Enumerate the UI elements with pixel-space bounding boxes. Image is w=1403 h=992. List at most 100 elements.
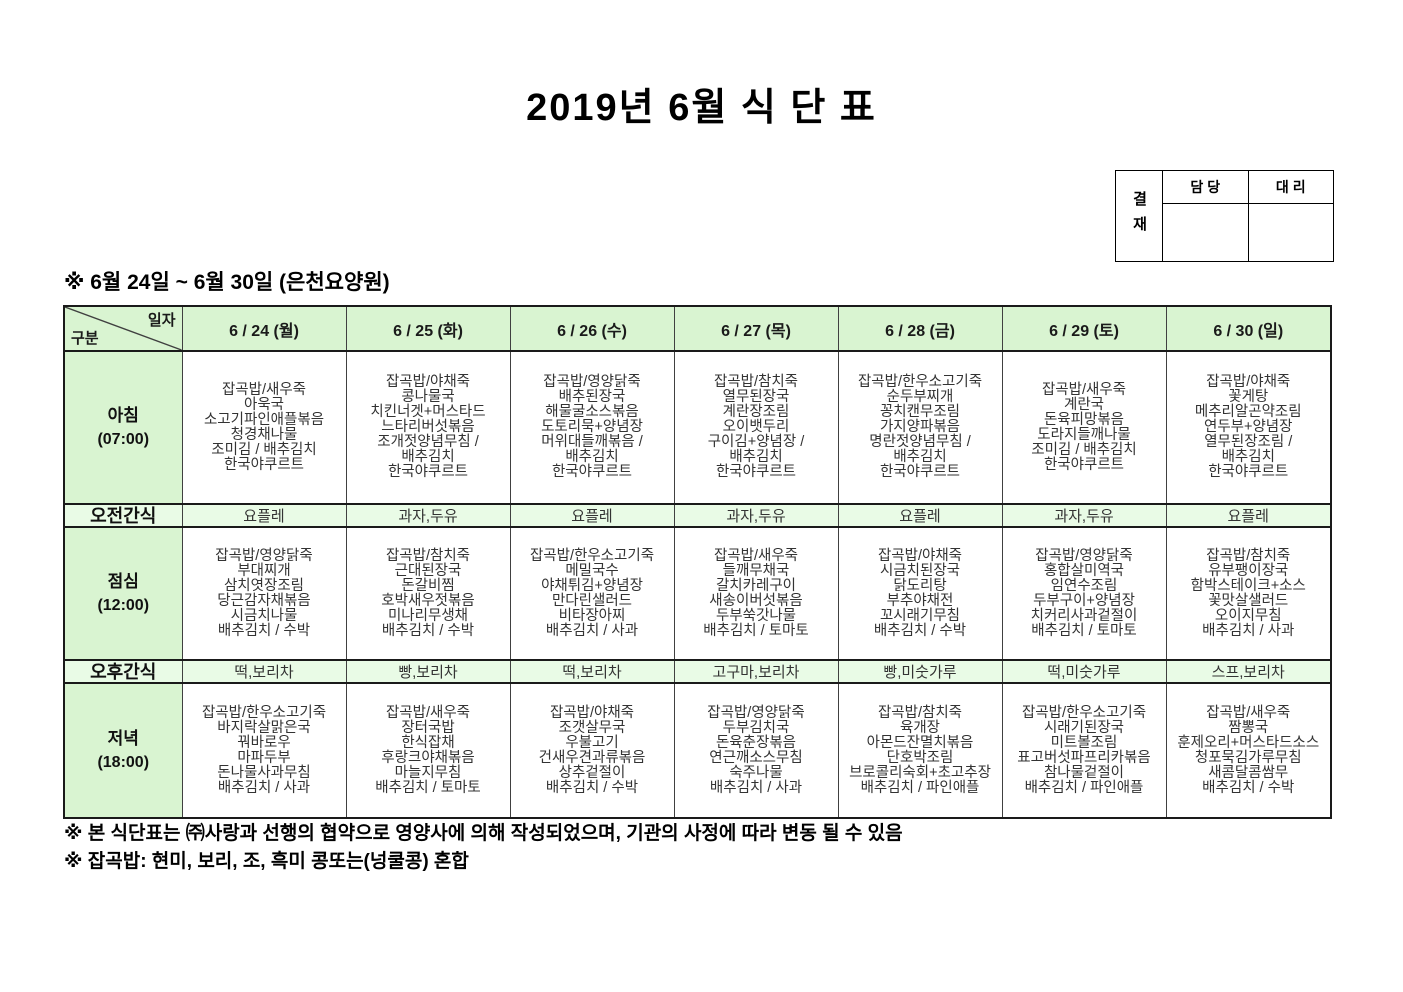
menu-item: 만다린샐러드 — [551, 592, 633, 609]
menu-item: 육개장 — [899, 719, 941, 736]
header-row: 일자 구분 6 / 24 (월) 6 / 25 (화) 6 / 26 (수) 6 / 27… — [63, 305, 1332, 352]
menu-item: 마늘지무침 — [394, 764, 462, 781]
menu-item: 우불고기 — [565, 734, 619, 751]
menu-item: 꼬시래기무침 — [879, 607, 961, 624]
menu-item: 잡곡밥/영양닭죽 — [707, 704, 805, 721]
menu-item: 돈갈비찜 — [401, 577, 455, 594]
menu-item: 갈치카레구이 — [715, 577, 797, 594]
snack-cell-day2: 요플레 — [509, 503, 675, 528]
menu-item: 한국야쿠르트 — [715, 464, 797, 480]
menu-item: 시래기된장국 — [1043, 719, 1125, 736]
menu-lines: 잡곡밥/새우죽 장터국밥 한식잡채 후랑크야채볶음 마늘지무침 배추김치 / 토마토 — [347, 704, 509, 796]
menu-item: 한국야쿠르트 — [1208, 464, 1289, 480]
menu-item: 오이지무침 — [1214, 607, 1282, 624]
menu-item: 잡곡밥/새우죽 — [1041, 381, 1127, 398]
day-header-6: 6 / 30 (일) — [1165, 305, 1332, 352]
menu-item: 열무된장국 — [722, 389, 790, 405]
menu-item: 잡곡밥/야채죽 — [1206, 374, 1291, 390]
menu-item: 한국야쿠르트 — [879, 464, 961, 480]
menu-lines: 잡곡밥/한우소고기죽 시래기된장국 미트볼조림 표고버섯파프리카볶음 참나물겉절이 배추김… — [1003, 705, 1165, 796]
menu-item: 구이김+양념장 / — [707, 434, 805, 450]
menu-item: 돈육춘장볶음 — [715, 734, 797, 751]
snack-cell-day4: 빵,미숫가루 — [837, 659, 1003, 684]
row-오후간식: 오후간식 떡,보리차 빵,보리차 떡,보리차 고구마,보리차 빵,미숫가루 떡,미숫가루 스프… — [63, 659, 1332, 684]
menu-item: 잡곡밥/새우죽 — [1206, 704, 1291, 721]
menu-lines: 잡곡밥/영양닭죽 홍합살미역국 임연수조림 두부구이+양념장 치커리사과겉절이 배추김치 … — [1003, 547, 1165, 639]
menu-table: 일자 구분 6 / 24 (월) 6 / 25 (화) 6 / 26 (수) 6 / 27… — [63, 305, 1332, 819]
approval-header-row: 담 당 대 리 — [1163, 171, 1333, 204]
menu-table-head: 일자 구분 6 / 24 (월) 6 / 25 (화) 6 / 26 (수) 6 / 27… — [63, 305, 1332, 352]
row-저녁: 저녁 (18:00) 잡곡밥/한우소고기죽 바지락살맑은국 꿔바로우 마파두부 돈나물사과무… — [63, 682, 1332, 819]
row-label: 점심 (12:00) — [63, 526, 183, 661]
footnote-grain: ※ 잡곡밥: 현미, 보리, 조, 흑미 콩또는(넝쿨콩) 혼합 — [64, 851, 469, 872]
menu-item: 숙주나물 — [729, 764, 783, 781]
menu-item: 임연수조림 — [1050, 577, 1118, 594]
menu-lines: 잡곡밥/한우소고기죽 메밀국수 야채튀김+양념장 만다린샐러드 비타장아찌 배추김치 / … — [511, 548, 673, 639]
menu-cell-day0: 잡곡밥/한우소고기죽 바지락살맑은국 꿔바로우 마파두부 돈나물사과무침 배추김치 / 사… — [181, 682, 347, 819]
menu-item: 잡곡밥/참치죽 — [385, 547, 471, 564]
menu-item: 콩나물국 — [401, 389, 455, 405]
menu-item: 잡곡밥/영양닭죽 — [543, 374, 641, 390]
menu-item: 잡곡밥/새우죽 — [221, 381, 307, 398]
menu-item: 당근감자채볶음 — [217, 592, 311, 609]
menu-item: 훈제오리+머스타드소스 — [1177, 734, 1320, 751]
menu-cell-day1: 잡곡밥/새우죽 장터국밥 한식잡채 후랑크야채볶음 마늘지무침 배추김치 / 토마토 — [345, 682, 511, 819]
menu-lines: 잡곡밥/영양닭죽 두부김치국 돈육춘장볶음 연근깨소스무침 숙주나물 배추김치 / 사과 — [675, 704, 837, 796]
menu-lines: 잡곡밥/새우죽 계란국 돈육피망볶음 도라지들깨나물 조미김 / 배추김치 한국야쿠르트 — [1003, 381, 1165, 473]
menu-item: 아몬드잔멸치볶음 — [866, 734, 974, 751]
menu-lines: 잡곡밥/야채죽 시금치된장국 닭도리탕 부추야채전 꼬시래기무침 배추김치 / 수박 — [839, 548, 1001, 639]
menu-item: 오이뱃두리 — [722, 419, 790, 435]
menu-item: 잡곡밥/참치죽 — [713, 374, 799, 390]
menu-cell-day3: 잡곡밥/참치죽 열무된장국 계란장조림 오이뱃두리 구이김+양념장 / 배추김치 한국야쿠르… — [673, 350, 839, 505]
page-title: 2019년 6월 식 단 표 — [526, 87, 877, 129]
menu-item: 배추김치 / 토마토 — [703, 622, 809, 639]
menu-item: 장터국밥 — [401, 719, 455, 736]
menu-item: 새콤달콤쌈무 — [1208, 764, 1289, 781]
menu-item: 부대찌개 — [237, 562, 291, 579]
menu-item: 배추김치 / 파인애플 — [1024, 779, 1144, 796]
menu-item: 단호박조림 — [886, 749, 954, 766]
menu-item: 잡곡밥/새우죽 — [385, 704, 471, 721]
menu-lines: 잡곡밥/참치죽 육개장 아몬드잔멸치볶음 단호박조림 브로콜리숙회+초고추장 배추김치 /… — [839, 704, 1001, 796]
menu-lines: 잡곡밥/야채죽 조갯살무국 우불고기 건새우견과류볶음 상추겉절이 배추김치 / 수박 — [511, 705, 673, 796]
menu-item: 연두부+양념장 — [1203, 419, 1293, 435]
menu-item: 잡곡밥/영양닭죽 — [1035, 547, 1133, 564]
corner-cell: 일자 구분 — [63, 305, 183, 352]
menu-item: 한국야쿠르트 — [551, 464, 633, 480]
meal-name: 아침 — [107, 405, 139, 425]
menu-item: 배추김치 — [1221, 449, 1275, 465]
diagonal-divider — [65, 307, 181, 349]
menu-cell-day5: 잡곡밥/한우소고기죽 시래기된장국 미트볼조림 표고버섯파프리카볶음 참나물겉절이 배추김… — [1001, 682, 1167, 819]
menu-item: 잡곡밥/참치죽 — [877, 704, 963, 721]
menu-item: 잡곡밥/참치죽 — [1206, 547, 1291, 564]
menu-item: 돈육피망볶음 — [1043, 411, 1125, 428]
snack-cell-day6: 스프,보리차 — [1165, 659, 1332, 684]
menu-item: 건새우견과류볶음 — [538, 749, 646, 766]
approval-signature-row — [1163, 204, 1333, 261]
snack-cell-day4: 요플레 — [837, 503, 1003, 528]
menu-item: 아욱국 — [243, 396, 285, 413]
menu-lines: 잡곡밥/새우죽 짬뽕국 훈제오리+머스타드소스 청포묵김가루무침 새콤달콤쌈무 배추김치 … — [1167, 704, 1330, 796]
menu-lines: 잡곡밥/새우죽 아욱국 소고기파인애플볶음 청경채나물 조미김 / 배추김치 한국야쿠르트 — [183, 381, 345, 473]
day-header-3: 6 / 27 (목) — [673, 305, 839, 352]
day-header-0: 6 / 24 (월) — [181, 305, 347, 352]
day-header-5: 6 / 29 (토) — [1001, 305, 1167, 352]
menu-item: 도라지들깨나물 — [1037, 426, 1131, 443]
menu-cell-day1: 잡곡밥/야채죽 콩나물국 치킨너겟+머스타드 느타리버섯볶음 조개젓양념무침 / 배추김치… — [345, 350, 511, 505]
menu-cell-day3: 잡곡밥/새우죽 들깨무채국 갈치카레구이 새송이버섯볶음 두부쑥갓나물 배추김치 / 토마… — [673, 526, 839, 661]
menu-item: 배추김치 / 사과 — [217, 779, 311, 796]
menu-item: 배추김치 — [893, 449, 947, 465]
menu-item: 배추김치 / 수박 — [1202, 779, 1295, 796]
menu-lines: 잡곡밥/참치죽 근대된장국 돈갈비찜 호박새우젓볶음 미나리무생채 배추김치 / 수박 — [347, 547, 509, 639]
menu-item: 배추김치 / 수박 — [217, 622, 311, 639]
menu-item: 청포묵김가루무침 — [1194, 749, 1302, 766]
menu-item: 시금치된장국 — [879, 562, 961, 579]
meal-time: (18:00) — [97, 753, 150, 771]
menu-item: 닭도리탕 — [893, 577, 947, 594]
menu-cell-day5: 잡곡밥/새우죽 계란국 돈육피망볶음 도라지들깨나물 조미김 / 배추김치 한국야쿠르트 — [1001, 350, 1167, 505]
footnotes: ※ 본 식단표는 ㈜사랑과 선행의 협약으로 영양사에 의해 작성되었으며, 기… — [64, 820, 903, 876]
menu-item: 치킨너겟+머스타드 — [370, 404, 486, 420]
menu-item: 배추김치 — [401, 449, 455, 465]
menu-item: 바지락살맑은국 — [217, 719, 311, 736]
row-label: 저녁 (18:00) — [63, 682, 183, 819]
